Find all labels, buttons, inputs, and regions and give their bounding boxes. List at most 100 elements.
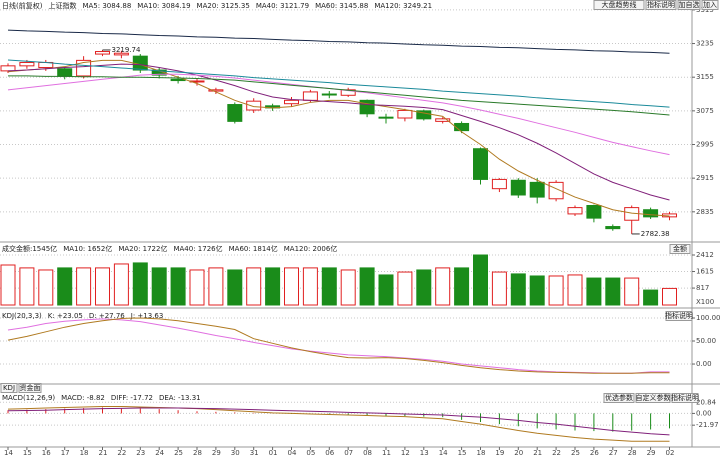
x-tick-label: 22	[552, 449, 561, 457]
candle-body	[586, 205, 602, 219]
volume-bar	[284, 267, 299, 306]
candle-body	[510, 179, 526, 196]
annotation: 2782.38	[641, 230, 670, 238]
volume-bar	[38, 269, 54, 306]
volume-bar	[57, 267, 73, 306]
button[interactable]	[669, 244, 691, 254]
button-label[interactable]: 资金面	[20, 383, 41, 392]
button-label[interactable]: 指标说明	[647, 0, 675, 9]
button[interactable]	[593, 0, 645, 10]
x-tick-label: 05	[306, 449, 315, 457]
x-tick-label: 18	[80, 449, 89, 457]
volume-bar	[378, 274, 394, 306]
button[interactable]	[671, 393, 699, 403]
y-tick-label: 2995	[696, 141, 714, 149]
candle-body	[19, 61, 35, 67]
volume-bar	[265, 267, 281, 306]
legend-text: MACD: -8.82	[61, 394, 105, 402]
unit-label: X100	[696, 298, 714, 306]
volume-bar	[246, 267, 262, 306]
button-label[interactable]: 指标说明	[665, 311, 693, 320]
x-tick-label: 29	[647, 449, 656, 457]
button[interactable]	[701, 0, 719, 10]
button[interactable]	[18, 383, 42, 393]
legend-text: MA20: 3125.35	[197, 2, 250, 10]
button-label[interactable]: 指标说明	[671, 393, 699, 402]
volume-bar	[151, 267, 167, 306]
candle-body	[151, 69, 167, 76]
button[interactable]	[0, 383, 18, 393]
series-line	[7, 407, 670, 436]
candle-body	[284, 99, 299, 105]
x-tick-label: 26	[590, 449, 599, 457]
candle-body	[491, 178, 507, 190]
y-tick-label: 3235	[696, 40, 714, 48]
candle-body	[302, 91, 318, 101]
legend-text: K: +23.05	[48, 312, 83, 320]
volume-bar	[0, 264, 16, 306]
legend-text: J: +13.63	[130, 312, 164, 320]
button-label[interactable]: 优选参数	[605, 393, 633, 402]
candle-body	[57, 68, 73, 77]
x-tick-label: 04	[288, 449, 297, 457]
x-tick-label: 28	[193, 449, 202, 457]
button[interactable]	[603, 393, 635, 403]
x-tick-label: 15	[458, 449, 467, 457]
button[interactable]	[665, 311, 693, 321]
button-label[interactable]: 加入	[703, 0, 717, 9]
legend-text: MA120: 2006亿	[284, 244, 338, 253]
y-tick-label: -21.97	[696, 421, 719, 429]
candle-body	[567, 207, 583, 215]
y-tick-label: 3155	[696, 73, 714, 81]
volume-bar	[643, 289, 659, 306]
button-label[interactable]: 大盘趋势线	[602, 0, 637, 9]
button-label[interactable]: KDJ	[3, 384, 15, 392]
candle-body	[208, 89, 224, 92]
volume-bar	[491, 271, 507, 306]
x-tick-label: 18	[477, 449, 486, 457]
candle-body	[473, 148, 488, 180]
button-label[interactable]: 金额	[673, 244, 687, 253]
button-label[interactable]: 自定义参数	[636, 393, 671, 402]
x-tick-label: 21	[533, 449, 542, 457]
x-tick-label: 15	[23, 449, 32, 457]
series-line	[7, 29, 670, 54]
volume-bar	[76, 267, 92, 306]
button[interactable]	[645, 0, 677, 10]
legend-text: MA120: 3249.21	[374, 2, 432, 10]
x-tick-label: 28	[628, 449, 637, 457]
series-line	[7, 59, 670, 217]
y-tick-label: 2915	[696, 174, 714, 182]
volume-bar	[454, 267, 470, 306]
volume-bar	[227, 269, 243, 306]
x-tick-label: 19	[495, 449, 504, 457]
x-tick-label: 17	[61, 449, 70, 457]
button[interactable]	[677, 0, 701, 10]
x-tick-label: 14	[439, 449, 448, 457]
volume-bar	[397, 271, 413, 306]
x-tick-label: 06	[325, 449, 334, 457]
volume-bar	[586, 277, 602, 306]
candle-body	[76, 59, 92, 77]
x-tick-label: 29	[212, 449, 221, 457]
x-tick-label: 12	[401, 449, 410, 457]
x-tick-label: 30	[231, 449, 240, 457]
series-line	[7, 317, 670, 374]
y-tick-label: 20.84	[696, 398, 717, 406]
y-tick-label: 50.00	[696, 337, 716, 345]
legend-text: MA5: 3084.88	[82, 2, 131, 10]
button[interactable]	[635, 393, 671, 403]
legend-text: 日线(前复权)	[2, 1, 43, 10]
legend-text: MA10: 3084.19	[137, 2, 190, 10]
volume-bar	[359, 267, 375, 306]
x-tick-label: 24	[155, 449, 164, 457]
candle-body	[113, 52, 129, 56]
x-tick-label: 20	[514, 449, 523, 457]
button-label[interactable]: 加自选	[679, 0, 700, 9]
x-tick-label: 23	[136, 449, 145, 457]
x-tick-label: 22	[117, 449, 126, 457]
volume-bar	[321, 267, 337, 306]
